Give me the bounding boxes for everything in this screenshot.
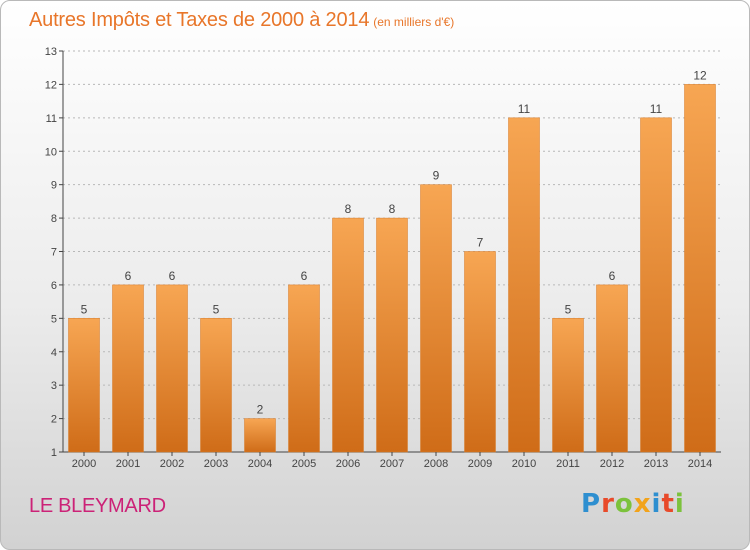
logo-letter: x (633, 489, 652, 519)
logo-letter: r (601, 489, 615, 519)
y-tick-label: 2 (51, 414, 57, 426)
x-tick-label-2011: 2011 (556, 458, 580, 470)
data-label-2013: 11 (650, 102, 663, 116)
x-tick-label-2004: 2004 (248, 458, 272, 470)
bar-2010 (508, 117, 540, 453)
data-label-2006: 8 (345, 202, 352, 216)
data-label-2009: 7 (477, 236, 484, 250)
data-label-2008: 9 (433, 169, 440, 183)
y-tick-label: 11 (46, 113, 57, 125)
data-label-2002: 6 (169, 269, 176, 283)
bar-2009 (464, 251, 496, 453)
x-tick-label-2000: 2000 (72, 458, 96, 470)
logo-letter: i (674, 489, 685, 519)
x-tick-label-2010: 2010 (512, 458, 536, 470)
data-label-2005: 6 (301, 269, 308, 283)
x-tick-label-2002: 2002 (160, 458, 184, 470)
x-tick-label-2008: 2008 (424, 458, 448, 470)
y-tick-label: 6 (51, 280, 57, 292)
y-tick-label: 7 (51, 247, 57, 259)
bar-2006 (332, 217, 364, 453)
bar-2000 (68, 318, 100, 453)
bar-2012 (596, 284, 628, 453)
bar-2005 (288, 284, 320, 453)
chart-title: Autres Impôts et Taxes de 2000 à 2014 (en… (29, 9, 454, 32)
bar-2011 (552, 318, 584, 453)
bar-2002 (156, 284, 188, 453)
x-tick-label-2001: 2001 (116, 458, 140, 470)
y-tick-label: 10 (45, 146, 57, 158)
data-label-2007: 8 (389, 202, 396, 216)
y-tick-label: 12 (45, 79, 57, 91)
y-tick-label: 5 (51, 313, 57, 325)
bar-2001 (112, 284, 144, 453)
logo-letter: t (661, 489, 675, 519)
bar-2008 (420, 184, 452, 453)
x-tick-label-2012: 2012 (600, 458, 624, 470)
y-tick-label: 1 (51, 447, 57, 459)
x-tick-label-2003: 2003 (204, 458, 228, 470)
data-label-2000: 5 (81, 302, 88, 316)
bar-2014 (684, 84, 716, 453)
y-tick-label: 13 (45, 46, 57, 58)
bar-2004 (244, 418, 276, 453)
logo-letter: P (581, 489, 602, 519)
x-tick-label-2013: 2013 (644, 458, 668, 470)
chart-unit-label: (en milliers d'€) (373, 15, 455, 29)
data-label-2004: 2 (257, 403, 264, 417)
x-tick-label-2014: 2014 (688, 458, 712, 470)
commune-name: LE BLEYMARD (29, 495, 166, 517)
data-label-2010: 11 (518, 102, 531, 116)
data-label-2011: 5 (565, 302, 572, 316)
y-tick-label: 3 (51, 380, 57, 392)
logo-letter: i (651, 489, 662, 519)
chart-title-text: Autres Impôts et Taxes de 2000 à 2014 (29, 9, 370, 31)
bar-2007 (376, 217, 408, 453)
y-tick-label: 4 (51, 347, 57, 359)
data-label-2003: 5 (213, 302, 220, 316)
x-tick-label-2007: 2007 (380, 458, 404, 470)
bar-2003 (200, 318, 232, 453)
bar-2013 (640, 117, 672, 453)
x-tick-label-2006: 2006 (336, 458, 360, 470)
y-tick-label: 9 (51, 180, 57, 192)
data-label-2012: 6 (609, 269, 616, 283)
x-tick-label-2005: 2005 (292, 458, 316, 470)
data-label-2014: 12 (693, 68, 707, 82)
y-tick-label: 8 (51, 213, 57, 225)
data-label-2001: 6 (125, 269, 132, 283)
x-tick-label-2009: 2009 (468, 458, 492, 470)
proxiti-logo[interactable]: Proxiti (581, 489, 685, 519)
logo-letter: o (614, 489, 634, 519)
